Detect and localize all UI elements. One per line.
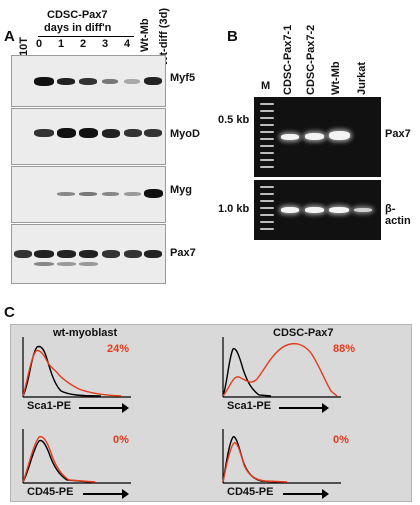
day-label-1: 1 — [58, 38, 65, 50]
size-label-top: 0.5 kb — [218, 114, 250, 126]
gel-pax7 — [254, 97, 381, 177]
panel-b-label: B — [227, 28, 238, 45]
panel-a-label: A — [4, 28, 15, 45]
pct-sca-wt: 24% — [107, 343, 130, 355]
day-label-4: 4 — [124, 38, 131, 50]
gene-label-pax7: Pax7 — [385, 128, 411, 140]
lane-label-cdsc-1: CDSC-Pax7-1 — [282, 24, 294, 95]
lane-label-m: M — [261, 80, 271, 92]
axis-arrow-cd45-wt — [83, 489, 129, 499]
blot-myg — [11, 166, 166, 223]
axis-label-sca-wt: Sca1-PE — [27, 400, 72, 412]
blot-label-myod: MyoD — [170, 128, 200, 140]
day-label-2: 2 — [80, 38, 87, 50]
facs-title-cdsc-pax7: CDSC-Pax7 — [273, 327, 334, 339]
blot-label-myg: Myg — [170, 184, 192, 196]
pct-sca-cdsc: 88% — [333, 343, 356, 355]
blot-myf5 — [11, 55, 166, 107]
lane-label-wt-mb: Wt-Mb — [139, 18, 151, 52]
axis-arrow-cd45-cdsc — [283, 489, 329, 499]
axis-label-sca-cdsc: Sca1-PE — [227, 400, 272, 412]
size-label-bottom: 1.0 kb — [218, 203, 250, 215]
group-title-line1: CDSC-Pax7 — [47, 9, 108, 21]
day-label-0: 0 — [36, 38, 43, 50]
blot-myod — [11, 108, 166, 165]
axis-arrow-sca-cdsc — [279, 403, 329, 413]
axis-arrow-sca-wt — [79, 403, 129, 413]
lane-label-cdsc-2: CDSC-Pax7-2 — [305, 24, 317, 95]
facs-panel: wt-myoblast CDSC-Pax7 24% 88% 0% 0% Sca1… — [10, 324, 412, 502]
blot-pax7 — [11, 224, 166, 284]
pct-cd45-cdsc: 0% — [333, 434, 349, 446]
group-title-line2: days in diff'n — [44, 22, 112, 34]
gene-label-beta-actin: β-actin — [385, 203, 411, 227]
lane-label-wt-mb-b: Wt-Mb — [330, 61, 342, 95]
gel-beta-actin — [254, 180, 381, 240]
panel-c-label: C — [4, 304, 15, 321]
blot-label-myf5: Myf5 — [170, 72, 196, 84]
facs-title-wt-myoblast: wt-myoblast — [53, 327, 118, 339]
facs-histograms — [22, 337, 341, 484]
histogram-sample-cd45-wt — [22, 435, 96, 483]
blot-label-pax7: Pax7 — [170, 247, 196, 259]
histogram-sample-sca-cdsc — [222, 342, 338, 397]
histogram-control-cd45-cdsc — [222, 436, 282, 483]
pct-cd45-wt: 0% — [113, 434, 129, 446]
day-label-3: 3 — [102, 38, 109, 50]
histogram-control-sca-cdsc — [222, 348, 272, 397]
histogram-sample-cd45-cdsc — [222, 442, 288, 483]
lane-label-jurkat: Jurkat — [356, 61, 368, 95]
axis-label-cd45-cdsc: CD45-PE — [227, 486, 274, 498]
lane-label-10t: 10T — [18, 37, 30, 56]
axis-label-cd45-wt: CD45-PE — [27, 486, 74, 498]
histogram-sample-sca-wt — [22, 349, 122, 397]
group-bracket — [38, 36, 134, 37]
histogram-control-cd45-wt — [22, 439, 92, 483]
